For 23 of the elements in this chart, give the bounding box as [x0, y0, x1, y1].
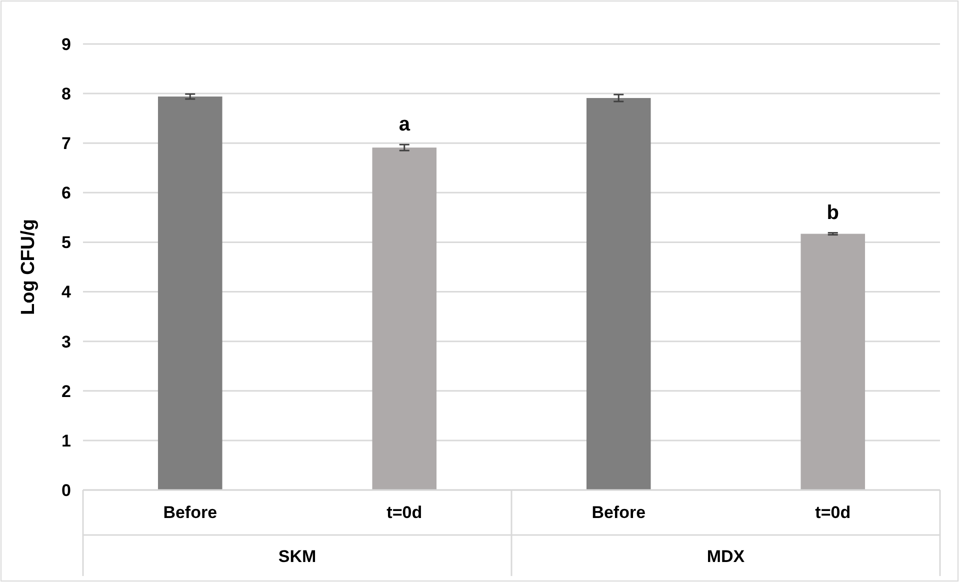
y-tick-label: 2: [62, 382, 71, 401]
y-tick-label: 5: [62, 233, 71, 252]
y-tick-label: 0: [62, 480, 71, 500]
x-tick-label: t=0d: [386, 503, 422, 522]
y-tick-label: 4: [62, 282, 72, 302]
y-tick-label: 7: [62, 134, 71, 154]
bar: [372, 148, 437, 490]
bar: [158, 96, 222, 490]
y-tick-label: 3: [62, 332, 71, 352]
y-tick-label: 1: [62, 431, 71, 450]
y-tick-label: 8: [62, 84, 71, 104]
x-tick-label: Before: [592, 503, 646, 522]
data-label: b: [826, 202, 839, 224]
y-axis-title: Log CFU/g: [18, 218, 39, 316]
bar: [586, 98, 651, 490]
x-tick-label: Before: [163, 503, 218, 522]
text: SKM: [278, 547, 316, 566]
y-tick-label: 9: [62, 34, 71, 54]
y-tick-label: 6: [62, 184, 71, 203]
data-label: a: [398, 114, 411, 136]
x-tick-label: t=0d: [815, 503, 851, 522]
text: MDX: [706, 547, 746, 566]
bar: [800, 234, 866, 490]
